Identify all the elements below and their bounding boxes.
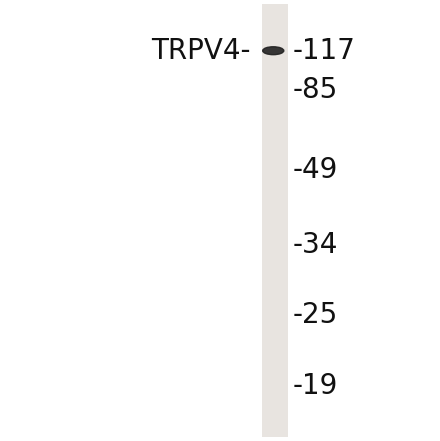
Text: -49: -49 [293, 156, 338, 184]
Text: -25: -25 [293, 301, 338, 329]
Bar [262, 4, 288, 437]
Text: -85: -85 [293, 76, 338, 105]
Text: -34: -34 [293, 231, 338, 259]
Text: -19: -19 [293, 372, 338, 400]
Text: TRPV4-: TRPV4- [151, 37, 251, 65]
Ellipse shape [263, 47, 284, 55]
Text: -117: -117 [293, 37, 356, 65]
